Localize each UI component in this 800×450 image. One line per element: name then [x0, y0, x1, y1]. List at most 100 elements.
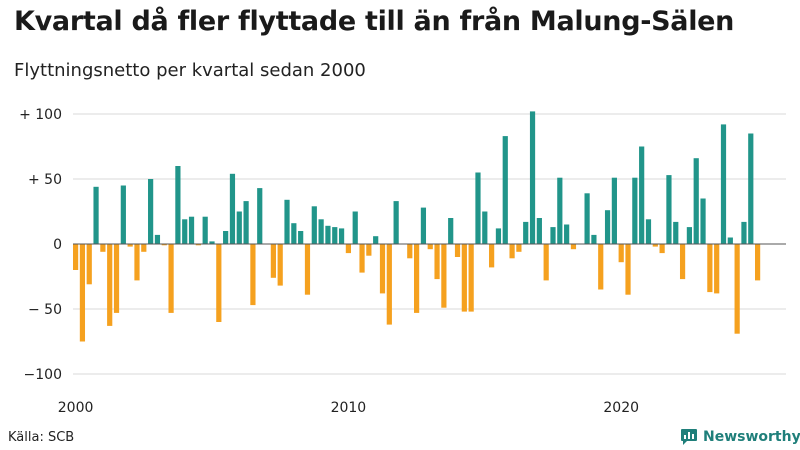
- bar: [427, 244, 433, 250]
- bar: [584, 193, 590, 244]
- bar: [727, 237, 733, 244]
- bars: [73, 111, 761, 342]
- bar: [755, 244, 761, 281]
- y-tick-label: − 50: [28, 302, 62, 318]
- bar: [304, 244, 311, 295]
- x-axis-ticks: 2000 2010 2020: [58, 400, 639, 416]
- bar: [345, 244, 351, 254]
- bar: [461, 244, 467, 312]
- bar: [311, 206, 317, 244]
- bar: [93, 186, 99, 244]
- chart-title: Kvartal då fler flyttade till än från Ma…: [14, 6, 735, 37]
- bar: [679, 244, 686, 280]
- bar: [86, 244, 92, 285]
- bar: [652, 244, 658, 247]
- bar: [482, 211, 488, 244]
- bar: [236, 211, 242, 244]
- bar: [714, 244, 720, 294]
- bar: [632, 177, 638, 244]
- bar: [720, 124, 727, 244]
- bar: [618, 244, 624, 263]
- bar: [434, 244, 440, 280]
- bar: [536, 218, 542, 244]
- bar: [475, 172, 481, 244]
- bar: [441, 244, 447, 308]
- bar: [645, 219, 652, 244]
- y-tick-label: + 100: [19, 107, 62, 123]
- bar: [516, 244, 522, 252]
- bar: [509, 244, 515, 259]
- bar: [250, 244, 256, 306]
- bar: [202, 216, 208, 244]
- bar: [591, 234, 597, 244]
- source-note: Källa: SCB: [8, 430, 75, 445]
- bar: [454, 244, 461, 257]
- bar: [495, 228, 502, 244]
- bar: [161, 244, 167, 246]
- brand-logo[interactable]: Newsworthy: [680, 426, 800, 448]
- bar: [373, 236, 379, 244]
- bar: [550, 227, 556, 244]
- bar: [557, 177, 563, 244]
- bar: [195, 244, 201, 246]
- bar: [673, 221, 679, 244]
- brand-name: Newsworthy: [703, 429, 800, 445]
- bar: [639, 146, 645, 244]
- bar: [154, 234, 161, 244]
- bar: [209, 241, 215, 244]
- bar: [379, 244, 386, 294]
- bar-chart: + 100 + 50 0 − 50 −100 2000 2010 2020: [19, 107, 786, 416]
- bar: [79, 244, 86, 342]
- bar: [223, 231, 229, 244]
- bar: [523, 221, 529, 244]
- bar: [693, 158, 699, 244]
- bar: [543, 244, 549, 281]
- bar: [468, 244, 474, 312]
- bar: [420, 207, 427, 244]
- bar: [625, 244, 631, 295]
- bar: [386, 244, 392, 325]
- bar: [598, 244, 604, 290]
- bar: [298, 231, 304, 244]
- y-tick-label: + 50: [28, 172, 62, 188]
- bar: [270, 244, 276, 278]
- bar: [489, 244, 495, 268]
- bar: [748, 133, 754, 244]
- bar: [352, 211, 358, 244]
- chart-subtitle: Flyttningsnetto per kvartal sedan 2000: [14, 60, 366, 81]
- bar: [182, 219, 188, 244]
- bar: [291, 223, 297, 244]
- bar: [734, 244, 740, 334]
- bar: [229, 173, 236, 244]
- bar: [414, 244, 420, 313]
- bar: [448, 218, 454, 244]
- bar: [134, 244, 140, 281]
- bar: [564, 224, 570, 244]
- y-tick-label: −100: [24, 367, 62, 383]
- x-tick-label: 2010: [331, 400, 367, 416]
- bar: [611, 177, 617, 244]
- bar: [707, 244, 713, 293]
- bar: [570, 244, 577, 250]
- newsworthy-logo-icon: [681, 429, 697, 445]
- bar: [700, 198, 706, 244]
- bar: [216, 244, 222, 322]
- y-tick-label: 0: [53, 237, 62, 253]
- bar: [502, 136, 508, 244]
- bar: [366, 244, 372, 256]
- bar: [257, 188, 263, 244]
- x-tick-label: 2020: [603, 400, 639, 416]
- bar: [277, 244, 283, 286]
- x-tick-label: 2000: [58, 400, 94, 416]
- bar: [168, 244, 174, 313]
- bar: [243, 201, 249, 244]
- bar: [107, 244, 113, 326]
- y-axis-ticks: + 100 + 50 0 − 50 −100: [19, 107, 62, 383]
- bar: [284, 199, 290, 244]
- bar: [666, 175, 672, 244]
- bar: [120, 185, 126, 244]
- bar: [604, 210, 611, 244]
- bar: [113, 244, 120, 313]
- bar: [148, 179, 154, 244]
- bar: [73, 244, 79, 270]
